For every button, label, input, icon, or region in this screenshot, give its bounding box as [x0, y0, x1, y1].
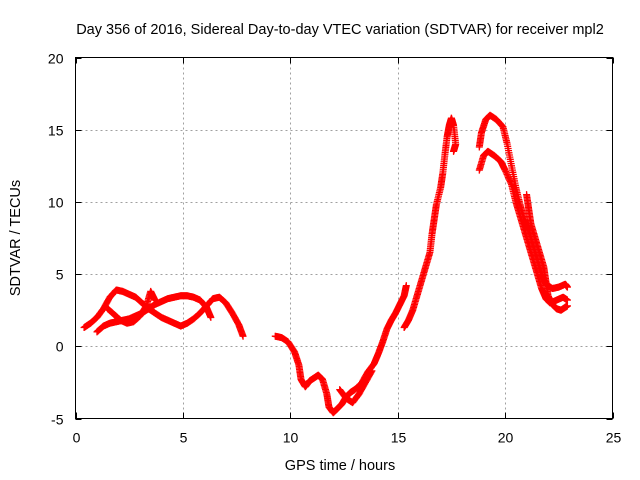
y-tick-label: 15 — [48, 123, 64, 139]
series-track-h — [475, 111, 571, 293]
data-point-marker — [368, 367, 376, 375]
data-point-marker — [151, 296, 159, 304]
x-tick-label: 10 — [283, 430, 299, 446]
chart-title: Day 356 of 2016, Sidereal Day-to-day VTE… — [76, 22, 604, 38]
y-tick-label: 5 — [56, 267, 64, 283]
series-track-f — [400, 114, 460, 332]
x-tick-label: 20 — [498, 430, 514, 446]
y-tick-label: 0 — [56, 339, 64, 355]
x-tick-label: 0 — [73, 430, 81, 446]
axis-ticks: 0 5 10 15 20 25 -5 0 5 10 15 20 — [48, 51, 622, 446]
data-point-marker — [563, 302, 571, 310]
y-tick-label: 20 — [48, 51, 64, 67]
x-tick-label: 5 — [180, 430, 188, 446]
grid-lines — [75, 57, 613, 419]
series-track-a — [80, 286, 247, 340]
data-point-marker — [450, 147, 458, 155]
plot-frame — [75, 57, 613, 419]
x-tick-label: 15 — [391, 430, 407, 446]
y-tick-label: -5 — [51, 412, 64, 428]
data-points — [80, 111, 571, 417]
y-axis-label: SDTVAR / TECUs — [8, 180, 24, 296]
data-point-marker — [402, 282, 410, 290]
data-point-marker — [563, 283, 571, 291]
x-tick-label: 25 — [606, 430, 622, 446]
series-track-c — [104, 287, 159, 327]
series-track-g — [475, 147, 571, 307]
y-tick-label: 10 — [48, 195, 64, 211]
series-track-i — [523, 191, 571, 314]
data-point-marker — [207, 313, 215, 321]
x-axis-label: GPS time / hours — [285, 458, 395, 474]
data-point-marker — [239, 332, 247, 340]
series-track-e — [336, 367, 376, 407]
